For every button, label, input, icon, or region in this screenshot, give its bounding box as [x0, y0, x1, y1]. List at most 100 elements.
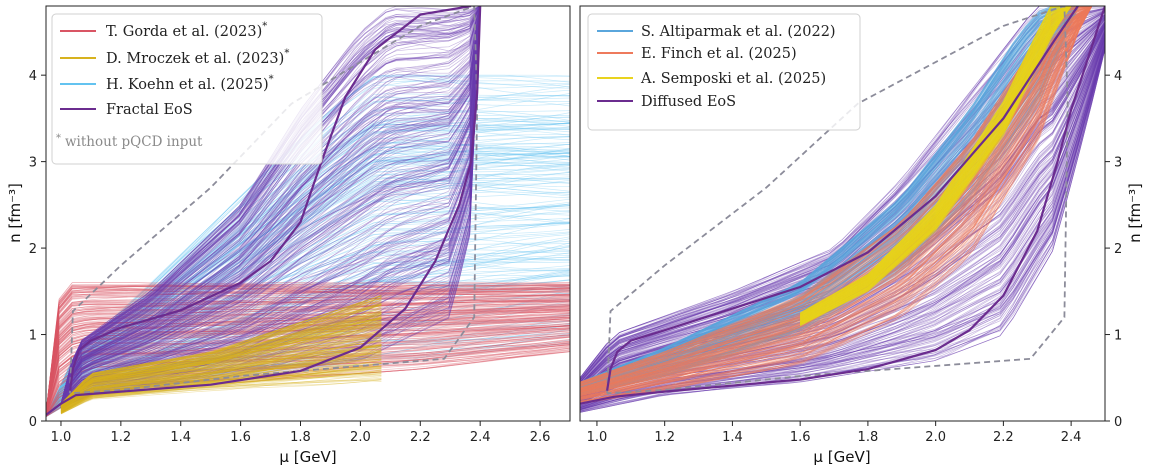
eos-sample-line: [580, 6, 1105, 384]
eos-sample-line: [60, 6, 481, 405]
eos-sample-line: [46, 159, 570, 417]
eos-sample-line: [580, 31, 1105, 399]
eos-sample-line: [580, 6, 1105, 397]
eos-sample-line: [46, 212, 570, 417]
eos-sample-line: [60, 6, 481, 407]
eos-sample-line: [580, 44, 1105, 410]
eos-sample-line: [580, 31, 1105, 399]
eos-sample-line: [46, 297, 570, 414]
left-legend: T. Gorda et al. (2023)* D. Mroczek et al…: [51, 13, 323, 165]
eos-sample-line: [46, 199, 570, 417]
eos-sample-line: [580, 14, 1105, 385]
eos-sample-line: [60, 6, 481, 409]
eos-sample-line: [580, 6, 1105, 392]
eos-sample-line: [46, 322, 570, 415]
eos-sample-line: [580, 20, 1105, 391]
eos-sample-line: [580, 6, 1105, 393]
eos-sample-line: [46, 123, 570, 417]
eos-sample-line: [60, 6, 481, 409]
eos-sample-line: [46, 316, 570, 415]
eos-sample-line: [580, 6, 1105, 397]
eos-sample-line: [60, 6, 481, 408]
eos-sample-line: [580, 33, 1105, 401]
x-tick-label: 1.6: [230, 430, 251, 445]
eos-sample-line: [580, 6, 1105, 399]
eos-sample-line: [580, 6, 1105, 388]
left-ticks: 1.0 1.2 1.4 1.6 1.8 2.0 2.2 2.4 2.6 0 1 2 3 4: [29, 69, 551, 445]
eos-sample-line: [60, 6, 481, 407]
eos-sample-line: [60, 304, 382, 406]
eos-sample-line: [46, 284, 570, 413]
eos-sample-line: [580, 48, 1105, 413]
eos-sample-line: [580, 6, 1105, 394]
eos-sample-line: [580, 35, 1105, 403]
eos-sample-line: [580, 6, 1105, 386]
eos-sample-line: [580, 8, 1105, 381]
eos-sample-line: [580, 36, 1105, 403]
eos-sample-line: [60, 6, 481, 405]
eos-sample-line: [580, 6, 1105, 386]
eos-sample-line: [580, 28, 1105, 397]
eos-sample-line: [580, 22, 1105, 392]
eos-sample-line: [60, 307, 382, 406]
eos-sample-line: [46, 136, 570, 417]
eos-sample-line: [580, 6, 1105, 398]
eos-sample-line: [46, 120, 570, 417]
eos-sample-line: [60, 6, 481, 407]
eos-sample-line: [60, 303, 382, 405]
eos-sample-line: [580, 6, 1105, 399]
eos-sample-line: [800, 6, 1072, 314]
eos-sample-line: [60, 6, 481, 408]
eos-sample-line: [580, 41, 1105, 407]
eos-sample-line: [580, 6, 1105, 402]
eos-sample-line: [580, 43, 1105, 409]
eos-sample-line: [580, 6, 1105, 389]
eos-sample-line: [800, 6, 1072, 326]
eos-sample-line: [46, 312, 570, 415]
eos-sample-line: [46, 307, 570, 414]
eos-sample-line: [46, 246, 570, 417]
eos-sample-line: [60, 6, 481, 405]
eos-sample-line: [60, 6, 481, 405]
band-band: [60, 6, 481, 409]
eos-sample-line: [60, 316, 382, 407]
eos-sample-line: [580, 21, 1105, 390]
eos-sample-line: [800, 6, 1072, 320]
eos-sample-line: [580, 18, 1105, 389]
eos-sample-line: [46, 308, 570, 415]
eos-sample-line: [60, 6, 481, 406]
eos-sample-line: [60, 6, 481, 406]
eos-sample-line: [580, 24, 1105, 394]
eos-sample-line: [800, 6, 1072, 317]
eos-sample-line: [60, 6, 481, 408]
eos-sample-line: [60, 372, 382, 414]
eos-sample-line: [580, 8, 1105, 381]
eos-sample-line: [580, 31, 1105, 399]
eos-sample-line: [60, 6, 481, 406]
eos-sample-line: [580, 16, 1105, 387]
eos-sample-line: [580, 6, 1105, 383]
eos-sample-line: [580, 11, 1105, 383]
eos-sample-line: [800, 6, 1072, 322]
eos-sample-line: [46, 203, 570, 417]
eos-sample-line: [60, 353, 382, 411]
eos-sample-line: [580, 20, 1105, 390]
eos-sample-line: [46, 315, 570, 415]
eos-sample-line: [580, 6, 1105, 396]
eos-sample-line: [580, 6, 1105, 394]
eos-sample-line: [46, 303, 570, 414]
eos-sample-line: [580, 6, 1105, 402]
eos-sample-line: [60, 6, 481, 407]
eos-sample-line: [60, 378, 382, 414]
eos-sample-line: [60, 341, 382, 410]
eos-sample-line: [580, 6, 1105, 395]
eos-sample-line: [60, 6, 481, 407]
x-tick-label: 1.2: [111, 430, 132, 445]
eos-sample-line: [580, 6, 1105, 389]
eos-sample-line: [580, 6, 1105, 392]
eos-sample-line: [60, 316, 382, 407]
eos-sample-line: [46, 223, 570, 417]
eos-sample-line: [580, 6, 1105, 394]
eos-sample-line: [60, 6, 481, 407]
legend-label-gorda: T. Gorda et al. (2023)*: [106, 21, 267, 40]
